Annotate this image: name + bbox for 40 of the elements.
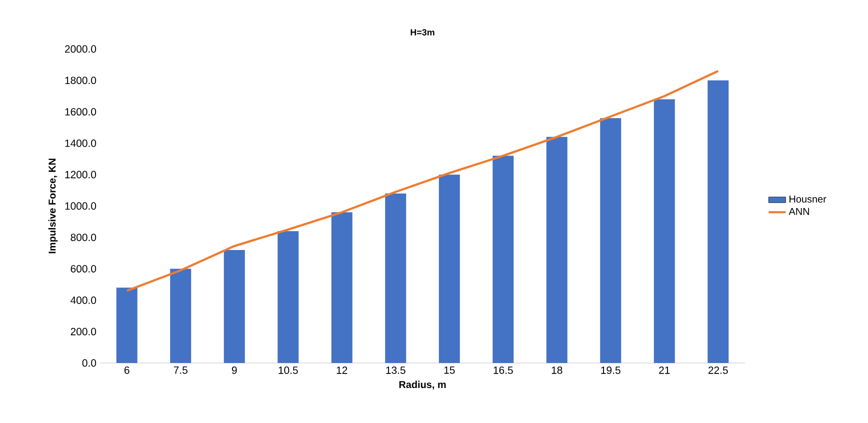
x-tick-label: 22.5 [708,366,728,374]
x-tick-label: 6 [124,366,130,374]
bar [278,231,299,363]
bar [385,193,406,363]
bar [224,250,245,363]
bar [116,288,138,363]
bar [170,268,192,363]
x-tick-label: 16.5 [494,366,513,374]
y-tick-label: 800.0 [70,234,96,242]
bar [438,174,460,363]
y-axis-title: Impulsive Force, KN [48,158,58,254]
y-tick-label: 400.0 [70,296,96,304]
x-tick-label: 10.5 [278,366,298,374]
x-tick-label: 13.5 [386,366,406,374]
bar [708,80,729,363]
legend-label: Housner [790,196,826,203]
x-tick-label: 19.5 [601,366,620,374]
y-tick-label: 0.0 [82,359,96,367]
y-tick-label: 2000.0 [65,45,96,53]
y-tick-label: 1400.0 [65,140,96,147]
x-tick-label: 7.5 [174,366,188,374]
y-tick-label: 200.0 [70,328,96,336]
x-tick-label: 15 [444,366,455,374]
bar [492,156,514,363]
x-tick-label: 21 [659,366,670,374]
y-tick-label: 1600.0 [65,108,96,116]
y-tick-label: 1200.0 [65,170,96,178]
bar [654,99,675,363]
x-tick-label: 12 [336,366,348,374]
x-tick-label: 18 [552,366,562,374]
bar [600,118,622,363]
x-tick-label: 9 [232,366,237,374]
bar [331,212,352,363]
y-tick-label: 1000.0 [65,202,96,210]
legend-label: ANN [788,208,809,215]
bar [546,136,568,363]
chart-title: H=3m [410,29,434,36]
y-tick-label: 600.0 [70,265,96,273]
x-axis-title: Radius, m [399,380,446,390]
y-tick-label: 1800.0 [65,76,96,84]
